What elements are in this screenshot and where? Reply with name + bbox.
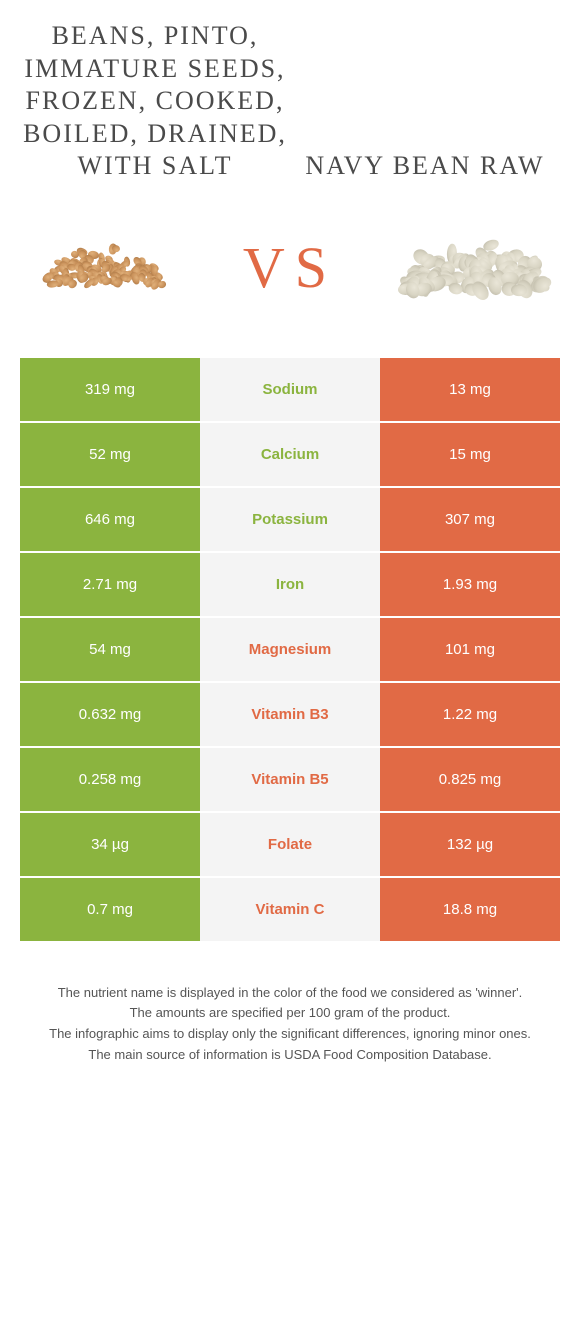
vs-label: VS xyxy=(243,234,337,301)
footer-line: The main source of information is USDA F… xyxy=(30,1045,550,1066)
footer-line: The amounts are specified per 100 gram o… xyxy=(30,1003,550,1024)
navy-beans-image xyxy=(395,208,555,328)
nutrient-row: 646 mgPotassium307 mg xyxy=(20,488,560,551)
nutrient-label: Vitamin B5 xyxy=(200,748,380,811)
nutrient-label: Magnesium xyxy=(200,618,380,681)
left-value: 52 mg xyxy=(20,423,200,486)
right-value: 132 µg xyxy=(380,813,560,876)
food-right-column: NAVY BEAN RAW xyxy=(290,150,560,183)
left-value: 0.258 mg xyxy=(20,748,200,811)
left-value: 646 mg xyxy=(20,488,200,551)
left-value: 0.7 mg xyxy=(20,878,200,941)
left-value: 54 mg xyxy=(20,618,200,681)
right-value: 101 mg xyxy=(380,618,560,681)
left-value: 319 mg xyxy=(20,358,200,421)
nutrient-label: Vitamin B3 xyxy=(200,683,380,746)
right-value: 15 mg xyxy=(380,423,560,486)
nutrient-label: Vitamin C xyxy=(200,878,380,941)
nutrient-row: 54 mgMagnesium101 mg xyxy=(20,618,560,681)
food-left-column: BEANS, PINTO, IMMATURE SEEDS, FROZEN, CO… xyxy=(20,20,290,183)
footer-line: The nutrient name is displayed in the co… xyxy=(30,983,550,1004)
right-value: 1.93 mg xyxy=(380,553,560,616)
right-value: 0.825 mg xyxy=(380,748,560,811)
right-value: 307 mg xyxy=(380,488,560,551)
right-value: 1.22 mg xyxy=(380,683,560,746)
footer-notes: The nutrient name is displayed in the co… xyxy=(0,943,580,1066)
nutrient-row: 0.632 mgVitamin B31.22 mg xyxy=(20,683,560,746)
nutrient-label: Potassium xyxy=(200,488,380,551)
left-value: 34 µg xyxy=(20,813,200,876)
nutrient-row: 0.7 mgVitamin C18.8 mg xyxy=(20,878,560,941)
footer-line: The infographic aims to display only the… xyxy=(30,1024,550,1045)
nutrient-label: Iron xyxy=(200,553,380,616)
nutrient-table: 319 mgSodium13 mg52 mgCalcium15 mg646 mg… xyxy=(0,358,580,941)
pinto-beans-image xyxy=(25,208,185,328)
left-value: 2.71 mg xyxy=(20,553,200,616)
nutrient-row: 2.71 mgIron1.93 mg xyxy=(20,553,560,616)
food-left-title: BEANS, PINTO, IMMATURE SEEDS, FROZEN, CO… xyxy=(20,20,290,183)
nutrient-row: 34 µgFolate132 µg xyxy=(20,813,560,876)
nutrient-label: Calcium xyxy=(200,423,380,486)
nutrient-row: 0.258 mgVitamin B50.825 mg xyxy=(20,748,560,811)
right-value: 13 mg xyxy=(380,358,560,421)
header: BEANS, PINTO, IMMATURE SEEDS, FROZEN, CO… xyxy=(0,0,580,193)
left-value: 0.632 mg xyxy=(20,683,200,746)
nutrient-row: 52 mgCalcium15 mg xyxy=(20,423,560,486)
right-value: 18.8 mg xyxy=(380,878,560,941)
nutrient-label: Folate xyxy=(200,813,380,876)
nutrient-row: 319 mgSodium13 mg xyxy=(20,358,560,421)
nutrient-label: Sodium xyxy=(200,358,380,421)
images-row: VS xyxy=(0,193,580,358)
food-right-title: NAVY BEAN RAW xyxy=(290,150,560,183)
